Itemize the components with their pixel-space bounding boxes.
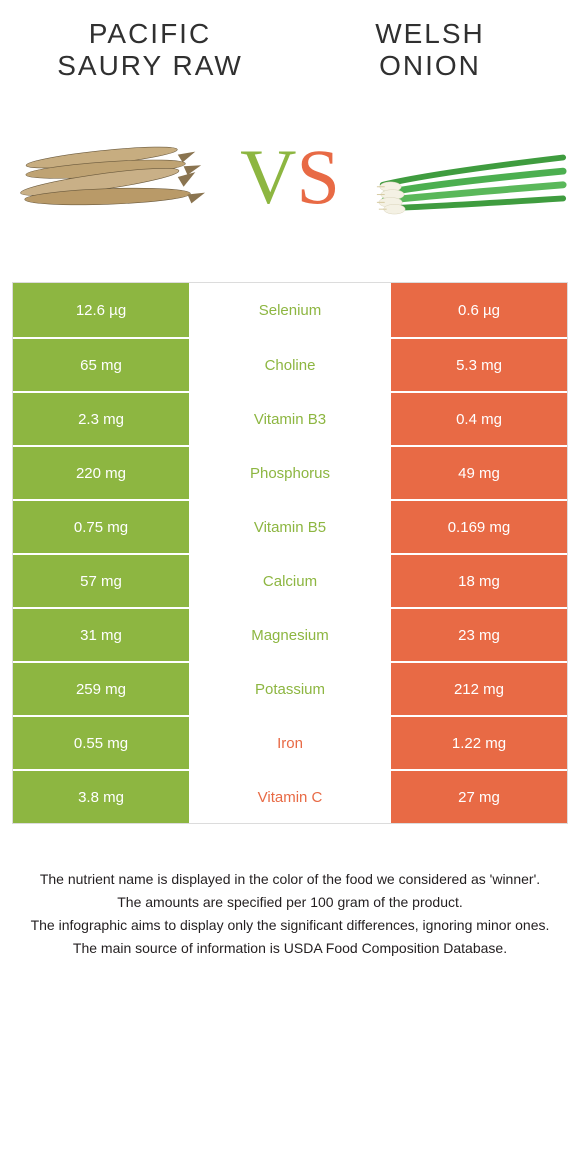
table-row: 259 mgPotassium212 mg [13, 661, 567, 715]
footer-note: The nutrient name is displayed in the co… [13, 870, 568, 889]
vs-s: S [296, 138, 339, 216]
table-row: 0.75 mgVitamin B50.169 mg [13, 499, 567, 553]
nutrient-table: 12.6 µgSelenium0.6 µg65 mgCholine5.3 mg2… [12, 282, 568, 824]
left-food-title: Pacific saury raw [40, 18, 260, 82]
right-value: 27 mg [391, 771, 567, 823]
right-value: 212 mg [391, 663, 567, 715]
vs-v: V [240, 138, 296, 216]
nutrient-name: Calcium [189, 555, 391, 607]
table-row: 12.6 µgSelenium0.6 µg [13, 283, 567, 337]
nutrient-name: Vitamin B3 [189, 393, 391, 445]
left-value: 57 mg [13, 555, 189, 607]
right-value: 18 mg [391, 555, 567, 607]
footer-note: The infographic aims to display only the… [13, 916, 568, 935]
left-value: 12.6 µg [13, 283, 189, 337]
footer-notes: The nutrient name is displayed in the co… [13, 864, 568, 958]
left-value: 220 mg [13, 447, 189, 499]
left-value: 31 mg [13, 609, 189, 661]
right-food-title: Welsh onion [320, 18, 540, 82]
right-value: 5.3 mg [391, 339, 567, 391]
hero-row: V S [0, 82, 580, 282]
title-row: Pacific saury raw Welsh onion [0, 0, 580, 82]
table-row: 0.55 mgIron1.22 mg [13, 715, 567, 769]
nutrient-name: Vitamin B5 [189, 501, 391, 553]
nutrient-name: Phosphorus [189, 447, 391, 499]
left-value: 0.55 mg [13, 717, 189, 769]
nutrient-name: Iron [189, 717, 391, 769]
table-row: 2.3 mgVitamin B30.4 mg [13, 391, 567, 445]
left-value: 259 mg [13, 663, 189, 715]
left-value: 2.3 mg [13, 393, 189, 445]
left-value: 3.8 mg [13, 771, 189, 823]
footer-note: The main source of information is USDA F… [13, 939, 568, 958]
nutrient-name: Choline [189, 339, 391, 391]
right-value: 23 mg [391, 609, 567, 661]
right-value: 0.6 µg [391, 283, 567, 337]
left-value: 65 mg [13, 339, 189, 391]
nutrient-name: Magnesium [189, 609, 391, 661]
right-value: 0.169 mg [391, 501, 567, 553]
right-food-image [373, 107, 568, 247]
nutrient-name: Selenium [189, 283, 391, 337]
footer-note: The amounts are specified per 100 gram o… [13, 893, 568, 912]
table-row: 57 mgCalcium18 mg [13, 553, 567, 607]
left-value: 0.75 mg [13, 501, 189, 553]
table-row: 31 mgMagnesium23 mg [13, 607, 567, 661]
nutrient-name: Potassium [189, 663, 391, 715]
vs-label: V S [240, 138, 340, 216]
right-value: 0.4 mg [391, 393, 567, 445]
table-row: 65 mgCholine5.3 mg [13, 337, 567, 391]
left-food-image [12, 107, 207, 247]
table-row: 220 mgPhosphorus49 mg [13, 445, 567, 499]
right-value: 49 mg [391, 447, 567, 499]
table-row: 3.8 mgVitamin C27 mg [13, 769, 567, 823]
right-value: 1.22 mg [391, 717, 567, 769]
infographic-container: Pacific saury raw Welsh onion [0, 0, 580, 958]
nutrient-name: Vitamin C [189, 771, 391, 823]
